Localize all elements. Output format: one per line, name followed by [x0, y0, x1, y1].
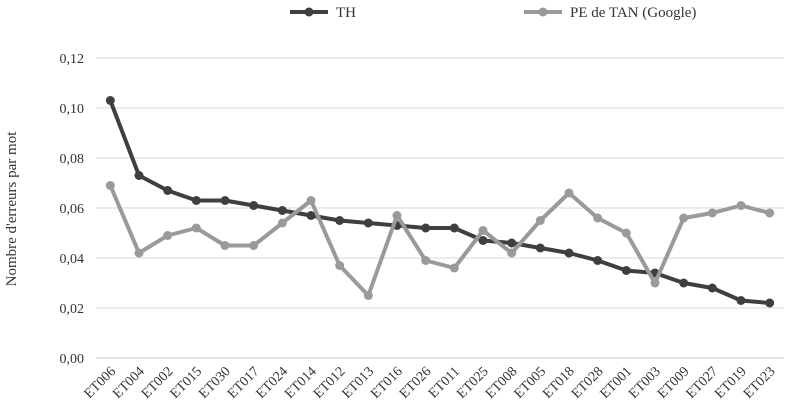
data-point [277, 206, 287, 215]
y-tick-label: 0,06 [60, 202, 85, 217]
data-point [707, 208, 717, 218]
grid-layer [96, 57, 784, 359]
x-tick-label: ET030 [196, 364, 234, 402]
x-tick-label: ET004 [110, 364, 148, 402]
x-tick-label: ET023 [741, 364, 779, 402]
x-tick-label: ET001 [598, 364, 636, 402]
x-tick-label: ET025 [454, 364, 492, 402]
y-tick-label: 0,12 [60, 52, 85, 67]
data-point [277, 218, 287, 228]
data-point [421, 223, 431, 233]
data-point [535, 216, 545, 225]
series-line [108, 184, 771, 298]
data-point [564, 248, 574, 258]
x-tick-label: ET013 [340, 364, 378, 402]
data-point [249, 241, 259, 250]
x-tick-label: ET012 [311, 364, 349, 402]
legend-label: PE de TAN (Google) [570, 5, 696, 21]
legend-label: TH [336, 5, 356, 21]
data-point [363, 291, 373, 300]
data-point [593, 213, 603, 223]
data-point [105, 181, 115, 190]
data-point [105, 96, 115, 105]
x-tick-label: ET014 [282, 364, 320, 402]
data-point [134, 248, 144, 258]
x-tick-label: ET005 [512, 364, 550, 402]
data-point [335, 216, 345, 225]
data-point [621, 228, 631, 238]
data-point [765, 208, 775, 218]
series-layer [105, 96, 775, 308]
data-point [679, 278, 689, 288]
legend-item: PE de TAN (Google) [524, 5, 696, 21]
x-tick-label: ET008 [483, 364, 521, 402]
x-tick-label: ET024 [254, 364, 292, 402]
x-tick-label: ET015 [168, 364, 206, 402]
y-tick-label: 0,08 [60, 152, 85, 167]
legend-swatch-marker [538, 7, 548, 17]
x-tick-label: ET026 [397, 364, 435, 402]
data-point [449, 263, 459, 273]
data-point [163, 186, 173, 195]
data-point [535, 243, 545, 253]
x-tick-label: ET016 [368, 364, 406, 402]
series-line [108, 99, 770, 305]
data-point [163, 231, 173, 240]
y-tick-label: 0,02 [60, 302, 85, 317]
x-tick-label: ET018 [540, 364, 578, 402]
data-point [363, 218, 373, 228]
data-point [679, 213, 689, 223]
data-point [134, 171, 144, 180]
x-tick-label: ET027 [684, 364, 722, 402]
data-point [220, 241, 230, 250]
x-tick-label: ET003 [626, 364, 664, 402]
data-point [507, 248, 517, 258]
data-point [306, 196, 316, 205]
y-tick-label: 0,10 [60, 102, 85, 117]
data-point [306, 211, 316, 220]
y-tick-label: 0,00 [60, 352, 85, 367]
data-point [191, 223, 201, 233]
data-point [707, 283, 717, 293]
legend-item: TH [290, 5, 356, 21]
data-point [564, 188, 574, 198]
x-tick-label: ET028 [569, 364, 607, 402]
data-point [478, 226, 488, 235]
data-point [736, 201, 746, 210]
data-point [191, 196, 201, 205]
data-point [478, 236, 488, 245]
legend: TH PE de TAN (Google) [290, 5, 696, 21]
data-point [421, 256, 431, 265]
x-tick-label: ET009 [655, 364, 693, 402]
x-tick-label: ET006 [82, 364, 120, 402]
x-tick-label: ET002 [139, 364, 177, 402]
y-tick-label: 0,04 [60, 252, 85, 267]
data-point [736, 296, 746, 305]
data-point [765, 298, 775, 308]
data-point [335, 261, 345, 270]
data-point [249, 201, 259, 210]
data-point [650, 278, 660, 288]
data-point [220, 196, 230, 205]
data-point [507, 238, 517, 248]
x-tick-label: ET019 [712, 364, 750, 402]
legend-swatch-marker [304, 7, 314, 17]
y-axis-title: Nombre d'erreurs par mot [4, 131, 20, 287]
data-point [449, 223, 459, 233]
data-point [593, 256, 603, 265]
x-tick-label: ET017 [225, 364, 263, 402]
data-point [621, 266, 631, 275]
data-point [392, 211, 402, 220]
